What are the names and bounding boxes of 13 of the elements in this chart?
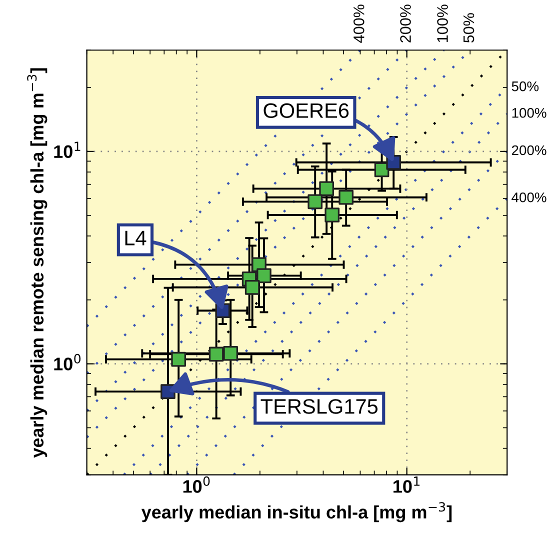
annotation: GOERE6 xyxy=(264,103,349,118)
annotation: 100% xyxy=(437,4,448,42)
annotation: 200% xyxy=(512,145,546,156)
annotation: 100% xyxy=(512,108,546,118)
x-axis-title: yearly median in-situ chl-a [mg m$^{−3}$] xyxy=(141,502,452,522)
annotation: 400% xyxy=(354,4,364,43)
annotation: TERSLG175 xyxy=(260,399,378,414)
annotation: 50% xyxy=(463,13,474,43)
y-axis-title: yearly median remote sensing chl-a [mg m$^{−3}$] xyxy=(27,68,48,458)
annotation: L4 xyxy=(125,230,146,246)
annotation: 400% xyxy=(512,192,546,202)
annotation: 50% xyxy=(512,81,539,92)
annotation: 200% xyxy=(400,4,411,42)
